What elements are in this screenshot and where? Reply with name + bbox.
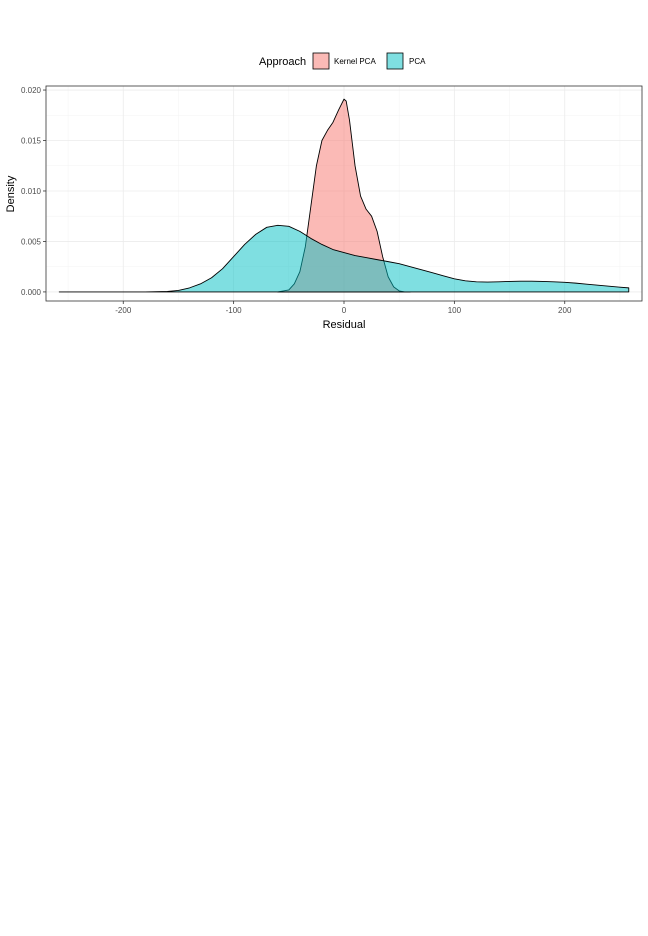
x-tick-label: -200 bbox=[115, 306, 132, 315]
legend-title: Approach bbox=[259, 56, 306, 68]
axes: -200 -100 0 100 200 0.000 0.005 0.010 0.015 0.020 bbox=[21, 86, 572, 315]
legend-key-kernel-pca bbox=[312, 52, 330, 70]
legend-label-kernel-pca: Kernel PCA bbox=[334, 57, 376, 66]
y-tick-label: 0.020 bbox=[21, 86, 42, 95]
y-tick-label: 0.000 bbox=[21, 288, 42, 297]
x-tick-label: 0 bbox=[342, 306, 347, 315]
legend-label-pca: PCA bbox=[409, 57, 426, 66]
x-axis-title: Residual bbox=[323, 319, 366, 331]
legend-key-pca bbox=[386, 52, 404, 70]
x-tick-label: 200 bbox=[558, 306, 572, 315]
density-area-pca bbox=[58, 224, 630, 293]
series-layer bbox=[58, 98, 630, 293]
x-tick-label: -100 bbox=[226, 306, 243, 315]
plot-panel: -200 -100 0 100 200 0.000 0.005 0.010 0.015 0.020 bbox=[21, 85, 643, 315]
y-tick-label: 0.005 bbox=[21, 237, 42, 246]
legend: Approach Kernel PCA PCA bbox=[259, 52, 426, 70]
x-tick-label: 100 bbox=[448, 306, 462, 315]
y-axis-title: Density bbox=[5, 175, 17, 212]
y-tick-label: 0.010 bbox=[21, 187, 42, 196]
y-tick-label: 0.015 bbox=[21, 137, 42, 146]
